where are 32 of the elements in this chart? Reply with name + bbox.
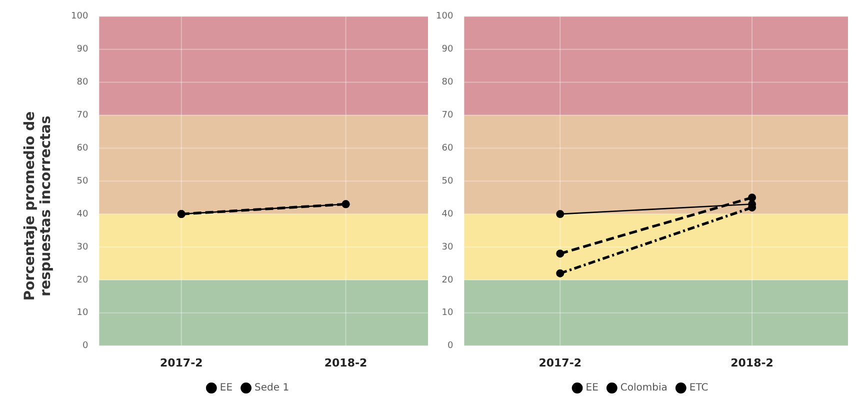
y-tick-label: 90 — [76, 44, 88, 55]
legend-label: EE — [220, 382, 233, 394]
y-tick-label: 50 — [76, 176, 88, 186]
legend-label: ETC — [689, 382, 708, 394]
y-tick-label: 60 — [76, 144, 88, 154]
y-tick-label: 80 — [76, 78, 88, 88]
y-tick-label: 0 — [82, 341, 88, 352]
legend-label: Colombia — [620, 382, 668, 394]
legend-label: EE — [586, 382, 598, 394]
y-tick-label: 40 — [76, 209, 88, 220]
y-tick-label: 20 — [442, 275, 454, 286]
y-tick-label: 80 — [442, 78, 454, 88]
y-tick-label: 10 — [76, 308, 88, 318]
x-tick-label: 2017-2 — [538, 356, 582, 370]
y-tick-label: 70 — [442, 110, 454, 121]
y-tick-label: 90 — [442, 44, 454, 55]
y-tick-label: 40 — [442, 209, 454, 220]
y-tick-label: 0 — [447, 341, 454, 352]
y-axis-title: Porcentaje promedio de respuestas incorrectas — [22, 110, 54, 302]
y-tick-label: 60 — [442, 144, 454, 154]
y-tick-label: 100 — [436, 12, 454, 22]
y-tick-label: 100 — [70, 12, 88, 22]
y-tick-label: 30 — [442, 242, 454, 252]
y-tick-label: 10 — [442, 308, 454, 318]
y-tick-label: 20 — [76, 275, 88, 286]
legend-label: Sede 1 — [254, 382, 290, 394]
y-tick-label: 70 — [76, 110, 88, 121]
y-tick-label: 50 — [442, 176, 454, 186]
x-tick-label: 2017-2 — [160, 356, 203, 370]
y-tick-label: 30 — [76, 242, 88, 252]
x-tick-label: 2018-2 — [324, 356, 368, 370]
x-tick-label: 2018-2 — [730, 356, 774, 370]
